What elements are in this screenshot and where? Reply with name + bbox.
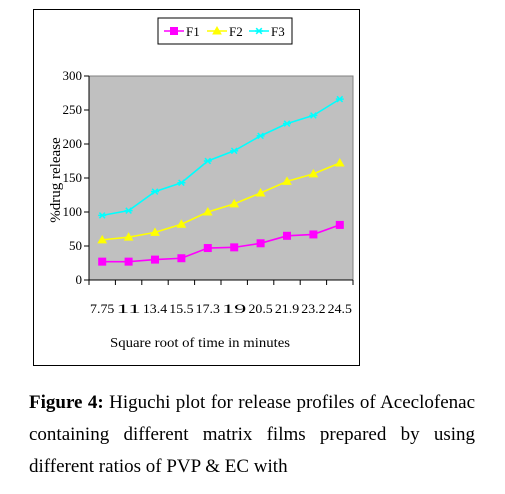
x-tick-label: 24.5 bbox=[328, 301, 352, 316]
y-tick-label: 50 bbox=[69, 238, 82, 253]
y-axis-label: %drug release bbox=[48, 137, 64, 223]
series-f1-point bbox=[203, 244, 212, 253]
series-f3-point bbox=[230, 147, 239, 155]
series-f1 bbox=[98, 220, 344, 266]
legend-marker bbox=[170, 27, 178, 35]
legend-label: F1 bbox=[186, 24, 200, 39]
x-tick-label: 20.5 bbox=[248, 301, 272, 316]
y-tick-label: 150 bbox=[63, 170, 83, 185]
series-f1-point bbox=[230, 243, 239, 252]
y-tick-label: 250 bbox=[63, 102, 83, 117]
legend-marker bbox=[255, 27, 263, 35]
legend-entry-f3: F3 bbox=[249, 24, 285, 39]
legend-label: F2 bbox=[229, 24, 243, 39]
series-f2-point bbox=[150, 227, 160, 236]
series-f1-point bbox=[177, 254, 186, 263]
series-f3-point bbox=[177, 179, 186, 187]
figure-caption: Figure 4: Higuchi plot for release profi… bbox=[29, 387, 475, 483]
legend-entry-f1: F1 bbox=[164, 24, 200, 39]
y-tick-label: 100 bbox=[63, 204, 83, 219]
x-tick-label: 21.9 bbox=[275, 301, 299, 316]
series-f3-point bbox=[151, 188, 159, 195]
series-f2 bbox=[97, 158, 345, 244]
series-f3-point bbox=[256, 132, 265, 140]
legend-entry-f2: F2 bbox=[207, 24, 243, 39]
legend-marker bbox=[212, 25, 222, 35]
x-tick-label: 13.4 bbox=[143, 301, 168, 316]
series-f2-point bbox=[308, 168, 319, 178]
y-tick-label: 300 bbox=[63, 68, 83, 83]
x-tick-label: 15.5 bbox=[169, 301, 193, 316]
series-f2-point bbox=[255, 187, 266, 197]
x-tick-label: 23.2 bbox=[301, 301, 325, 316]
series-f2-point bbox=[202, 206, 213, 216]
series-f1-point bbox=[335, 220, 344, 229]
x-axis-label: Square root of time in minutes bbox=[110, 336, 290, 351]
series-f3-point bbox=[283, 120, 291, 127]
x-tick-label: 17.3 bbox=[196, 301, 220, 316]
x-tick-label: 19 bbox=[222, 301, 246, 316]
caption-text: Higuchi plot for release profiles of Ace… bbox=[29, 392, 476, 477]
series-f1-point bbox=[309, 230, 318, 239]
series-f3 bbox=[98, 95, 344, 219]
series-f3-point bbox=[203, 157, 212, 165]
caption-label: Figure 4: bbox=[29, 392, 104, 413]
series-f1-point bbox=[124, 257, 133, 266]
series-f1-point bbox=[151, 255, 159, 264]
series-f2-point bbox=[229, 198, 240, 208]
series-f3-line bbox=[102, 98, 341, 217]
series-f1-point bbox=[98, 257, 107, 266]
series-f1-line bbox=[102, 224, 341, 263]
series-f2-point bbox=[176, 219, 187, 228]
series-f2-point bbox=[97, 234, 108, 244]
x-tick-label: 11 bbox=[116, 301, 140, 316]
series-f1-point bbox=[283, 231, 291, 240]
series-f2-line bbox=[102, 162, 341, 241]
series-f2-point bbox=[334, 158, 345, 167]
y-tick-label: 200 bbox=[63, 136, 83, 151]
x-tick-label: 7.75 bbox=[90, 301, 114, 316]
legend-label: F3 bbox=[271, 24, 285, 39]
series-f3-point bbox=[309, 112, 318, 119]
series-f3-point bbox=[335, 95, 344, 103]
y-tick-label: 0 bbox=[76, 272, 83, 287]
series-f1-point bbox=[256, 239, 265, 248]
series-f3-point bbox=[98, 212, 107, 219]
series-f3-point bbox=[124, 207, 133, 214]
plot-area bbox=[88, 75, 354, 281]
series-f2-point bbox=[282, 176, 292, 185]
series-f2-point bbox=[123, 232, 134, 241]
